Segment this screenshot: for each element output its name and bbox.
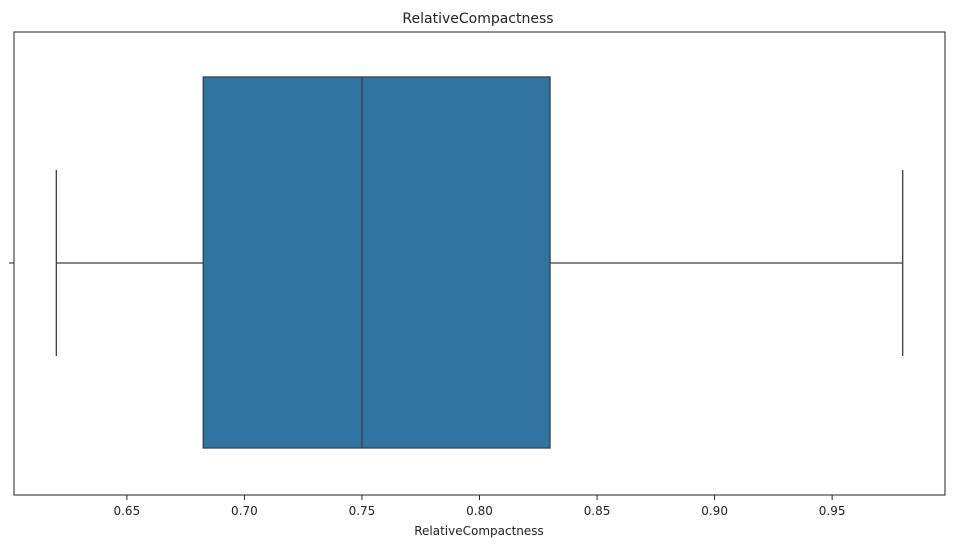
x-tick-label: 0.65 bbox=[113, 504, 140, 518]
x-tick-label: 0.95 bbox=[819, 504, 846, 518]
chart-title: RelativeCompactness bbox=[402, 11, 553, 27]
x-tick-label: 0.70 bbox=[231, 504, 258, 518]
interquartile-box bbox=[202, 76, 551, 449]
x-tick-label: 0.75 bbox=[349, 504, 376, 518]
x-tick-label: 0.80 bbox=[466, 504, 493, 518]
x-tick-label: 0.90 bbox=[701, 504, 728, 518]
x-axis-label: RelativeCompactness bbox=[414, 524, 544, 538]
x-tick-label: 0.85 bbox=[584, 504, 611, 518]
x-axis-ticks: 0.65 0.70 0.75 0.80 0.85 0.90 0.95 bbox=[113, 495, 846, 518]
